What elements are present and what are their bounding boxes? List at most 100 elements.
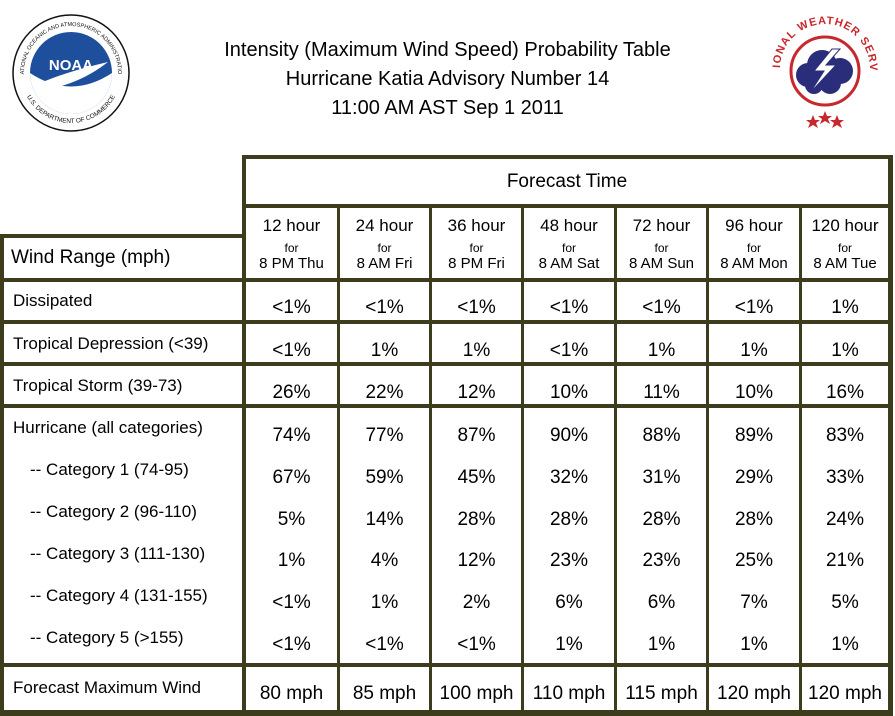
column-header-12h: 12 hour for 8 PM Thu xyxy=(246,208,337,278)
probability-cell: <1% xyxy=(365,297,404,318)
row-label: Tropical Storm (39-73) xyxy=(13,376,183,395)
probability-cell: 1% xyxy=(462,340,491,361)
probability-cell: 7% xyxy=(740,592,768,613)
column-header-120h: 120 hour for 8 AM Tue xyxy=(802,208,888,278)
column-header-72h: 72 hour for 8 AM Sun xyxy=(617,208,706,278)
probability-cell: 28% xyxy=(549,509,589,530)
probability-cell: 5% xyxy=(277,509,306,530)
column-hours: 36 hour xyxy=(447,216,506,235)
probability-cell: 89% xyxy=(734,425,774,446)
probability-cell: 87% xyxy=(457,425,496,446)
probability-cell: 14% xyxy=(365,509,404,530)
probability-cell: 1% xyxy=(831,297,859,318)
probability-cell: 1% xyxy=(831,634,859,655)
column-for: for xyxy=(469,241,484,255)
probability-cell: 16% xyxy=(825,382,865,403)
probability-cell: 32% xyxy=(549,467,589,488)
probability-cell: 74% xyxy=(272,425,311,446)
column-when: 8 PM Fri xyxy=(448,255,505,272)
column-for: for xyxy=(837,241,852,255)
max-wind-cell: 120 mph xyxy=(717,683,791,704)
probability-cell: 33% xyxy=(825,467,865,488)
probability-cell: 4% xyxy=(370,550,399,571)
probability-cell: 12% xyxy=(457,382,496,403)
nws-logo: NATIONAL WEATHER SERVICE xyxy=(764,5,881,128)
probability-cell: 6% xyxy=(555,592,583,613)
column-for: for xyxy=(284,241,299,255)
row-label: -- Category 3 (111-130) xyxy=(30,544,206,563)
title-line-3: 11:00 AM AST Sep 1 2011 xyxy=(331,97,564,119)
probability-cell: <1% xyxy=(642,297,681,318)
probability-cell: 83% xyxy=(825,425,865,446)
max-wind-cell: 100 mph xyxy=(439,683,514,704)
column-for: for xyxy=(746,241,761,255)
column-when: 8 AM Sat xyxy=(538,255,600,272)
row-label: -- Category 2 (96-110) xyxy=(30,502,197,521)
column-for: for xyxy=(377,241,392,255)
column-for: for xyxy=(654,241,669,255)
probability-cell: 88% xyxy=(642,425,681,446)
probability-cell: 67% xyxy=(272,467,311,488)
column-when: 8 AM Fri xyxy=(356,255,413,272)
column-for: for xyxy=(561,241,576,255)
probability-cell: 1% xyxy=(647,634,676,655)
probability-cell: <1% xyxy=(549,340,589,361)
column-when: 8 AM Mon xyxy=(720,255,788,272)
title-line-1: Intensity (Maximum Wind Speed) Probabili… xyxy=(224,39,671,61)
probability-cell: 2% xyxy=(462,592,491,613)
probability-cell: 1% xyxy=(740,634,768,655)
column-header-24h: 24 hour for 8 AM Fri xyxy=(340,208,429,278)
probability-cell: <1% xyxy=(365,634,404,655)
max-wind-cell: 120 mph xyxy=(808,683,882,704)
probability-cell: 26% xyxy=(272,382,311,403)
probability-cell: 24% xyxy=(825,509,865,530)
probability-cell: 31% xyxy=(642,467,681,488)
column-hours: 120 hour xyxy=(811,216,879,235)
probability-cell: 28% xyxy=(734,509,774,530)
probability-cell: 6% xyxy=(647,592,676,613)
probability-cell: 22% xyxy=(365,382,404,403)
column-when: 8 PM Thu xyxy=(259,255,324,272)
noaa-logo: NOAA NATIONAL OCEANIC AND ATMOSPHERIC AD… xyxy=(10,12,130,132)
probability-cell: 1% xyxy=(370,340,399,361)
column-hours: 72 hour xyxy=(632,216,691,235)
max-wind-label: Forecast Maximum Wind xyxy=(13,678,201,697)
probability-cell: 28% xyxy=(642,509,681,530)
row-label: Dissipated xyxy=(13,291,93,310)
probability-cell: <1% xyxy=(272,297,311,318)
row-label: Hurricane (all categories) xyxy=(13,418,203,437)
probability-cell: 11% xyxy=(643,382,680,403)
probability-cell: <1% xyxy=(457,297,496,318)
probability-cell: 21% xyxy=(825,550,865,571)
probability-cell: <1% xyxy=(734,297,774,318)
probability-cell: 10% xyxy=(734,382,774,403)
column-hours: 12 hour xyxy=(262,216,321,235)
wind-range-header: Wind Range (mph) xyxy=(11,247,171,268)
max-wind-cell: 85 mph xyxy=(352,683,417,704)
title-line-2: Hurricane Katia Advisory Number 14 xyxy=(285,68,610,90)
probability-cell: 25% xyxy=(734,550,774,571)
max-wind-cell: 80 mph xyxy=(259,683,324,704)
column-hours: 96 hour xyxy=(725,216,783,235)
probability-cell: 29% xyxy=(734,467,774,488)
probability-cell: <1% xyxy=(272,340,311,361)
row-label: -- Category 5 (>155) xyxy=(30,628,184,647)
probability-cell: <1% xyxy=(272,634,311,655)
probability-cell: 5% xyxy=(831,592,859,613)
probability-cell: <1% xyxy=(549,297,589,318)
column-when: 8 AM Tue xyxy=(813,255,877,272)
probability-cell: 1% xyxy=(370,592,399,613)
column-header-36h: 36 hour for 8 PM Fri xyxy=(432,208,521,278)
column-hours: 24 hour xyxy=(355,216,414,235)
max-wind-cell: 110 mph xyxy=(532,683,606,704)
probability-cell: 1% xyxy=(277,550,306,571)
column-hours: 48 hour xyxy=(540,216,598,235)
probability-cell: 77% xyxy=(365,425,404,446)
probability-cell: 45% xyxy=(457,467,496,488)
column-header-96h: 96 hour for 8 AM Mon xyxy=(709,208,799,278)
max-wind-cell: 115 mph xyxy=(625,683,698,704)
row-label: Tropical Depression (<39) xyxy=(13,334,209,353)
probability-cell: 1% xyxy=(647,340,676,361)
probability-cell: 1% xyxy=(555,634,583,655)
